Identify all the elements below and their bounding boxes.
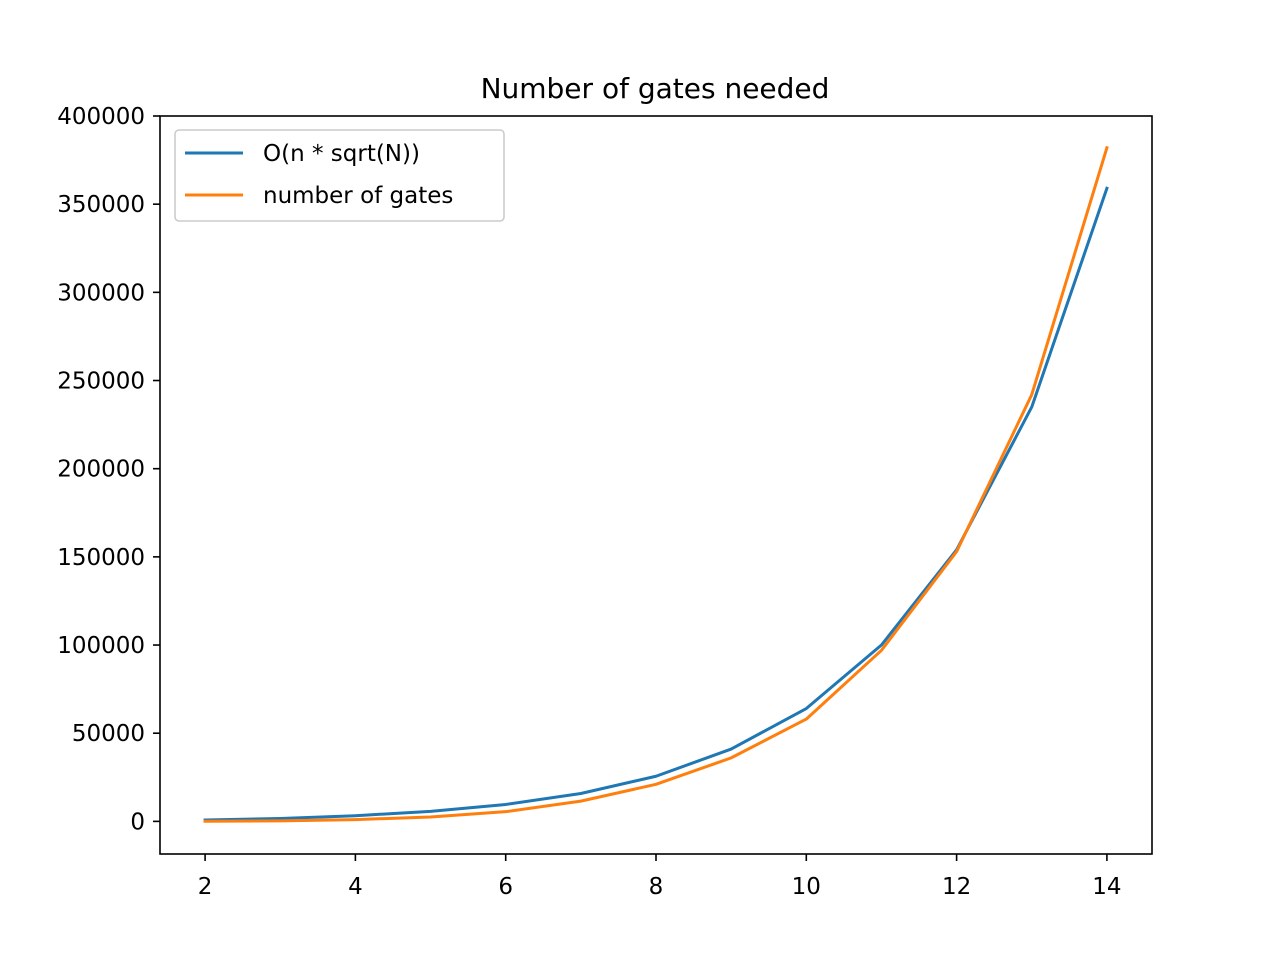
legend: O(n * sqrt(N)) number of gates [174, 129, 505, 222]
legend-box [174, 129, 505, 222]
plot-area [160, 116, 1152, 854]
x-tick-label-5: 12 [942, 874, 971, 900]
x-tick-label-2: 6 [498, 874, 513, 900]
y-tick-label-5: 250000 [57, 369, 145, 395]
plot-background [160, 116, 1152, 854]
y-tick-label-0: 0 [130, 809, 145, 835]
chart-title: Number of gates needed [481, 72, 830, 105]
x-tick-label-4: 10 [792, 874, 821, 900]
axes-layer: 2 4 6 8 10 12 14 0 50000 100000 150000 200000 250000… [57, 104, 1153, 900]
series-line-2 [203, 145, 1109, 823]
x-tick-label-0: 2 [198, 874, 213, 900]
legend-label-1: O(n * sqrt(N)) [263, 141, 420, 167]
y-tick-label-6: 300000 [57, 280, 145, 306]
series-layer [203, 145, 1109, 823]
x-tick-label-3: 8 [649, 874, 664, 900]
y-tick-label-8: 400000 [57, 104, 145, 130]
y-tick-label-3: 150000 [57, 545, 145, 571]
legend-label-2: number of gates [263, 183, 453, 209]
y-tick-label-7: 350000 [57, 192, 145, 218]
x-tick-label-1: 4 [348, 874, 363, 900]
y-tick-label-1: 50000 [72, 721, 145, 747]
y-tick-label-2: 100000 [57, 633, 145, 659]
x-tick-label-6: 14 [1092, 874, 1121, 900]
y-tick-label-4: 200000 [57, 457, 145, 483]
